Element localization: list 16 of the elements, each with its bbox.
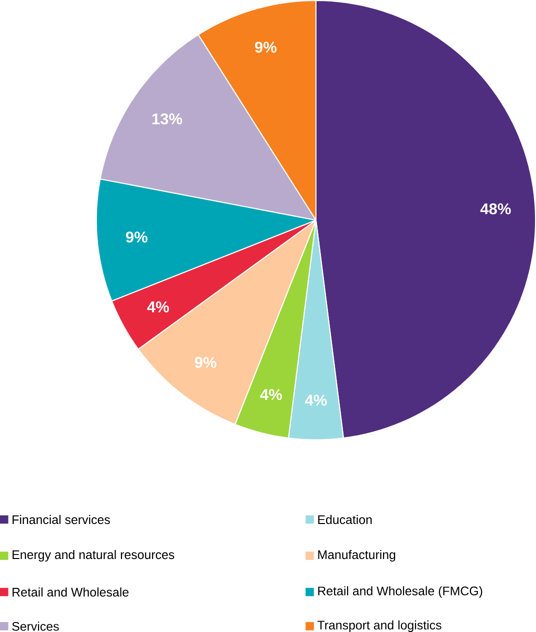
data-label: 4% bbox=[147, 301, 169, 312]
legend-label: Education bbox=[318, 514, 372, 524]
legend-label: Retail and Wholesale (FMCG) bbox=[318, 586, 482, 598]
legend-label: Manufacturing bbox=[318, 550, 396, 562]
data-label: 9% bbox=[126, 232, 148, 243]
data-label: 4% bbox=[304, 394, 327, 406]
data-label: 13% bbox=[152, 113, 182, 124]
legend-label: Energy and natural resources bbox=[12, 550, 174, 562]
data-label: 4% bbox=[260, 389, 282, 400]
data-label: 48% bbox=[480, 203, 511, 214]
legend-label: Transport and logistics bbox=[317, 620, 442, 632]
data-label: 9% bbox=[194, 356, 216, 368]
legend-label: Services bbox=[12, 622, 59, 631]
legend-label: Retail and Wholesale bbox=[12, 587, 128, 597]
legend-label: Financial services bbox=[12, 514, 110, 524]
data-label: 9% bbox=[254, 42, 276, 53]
